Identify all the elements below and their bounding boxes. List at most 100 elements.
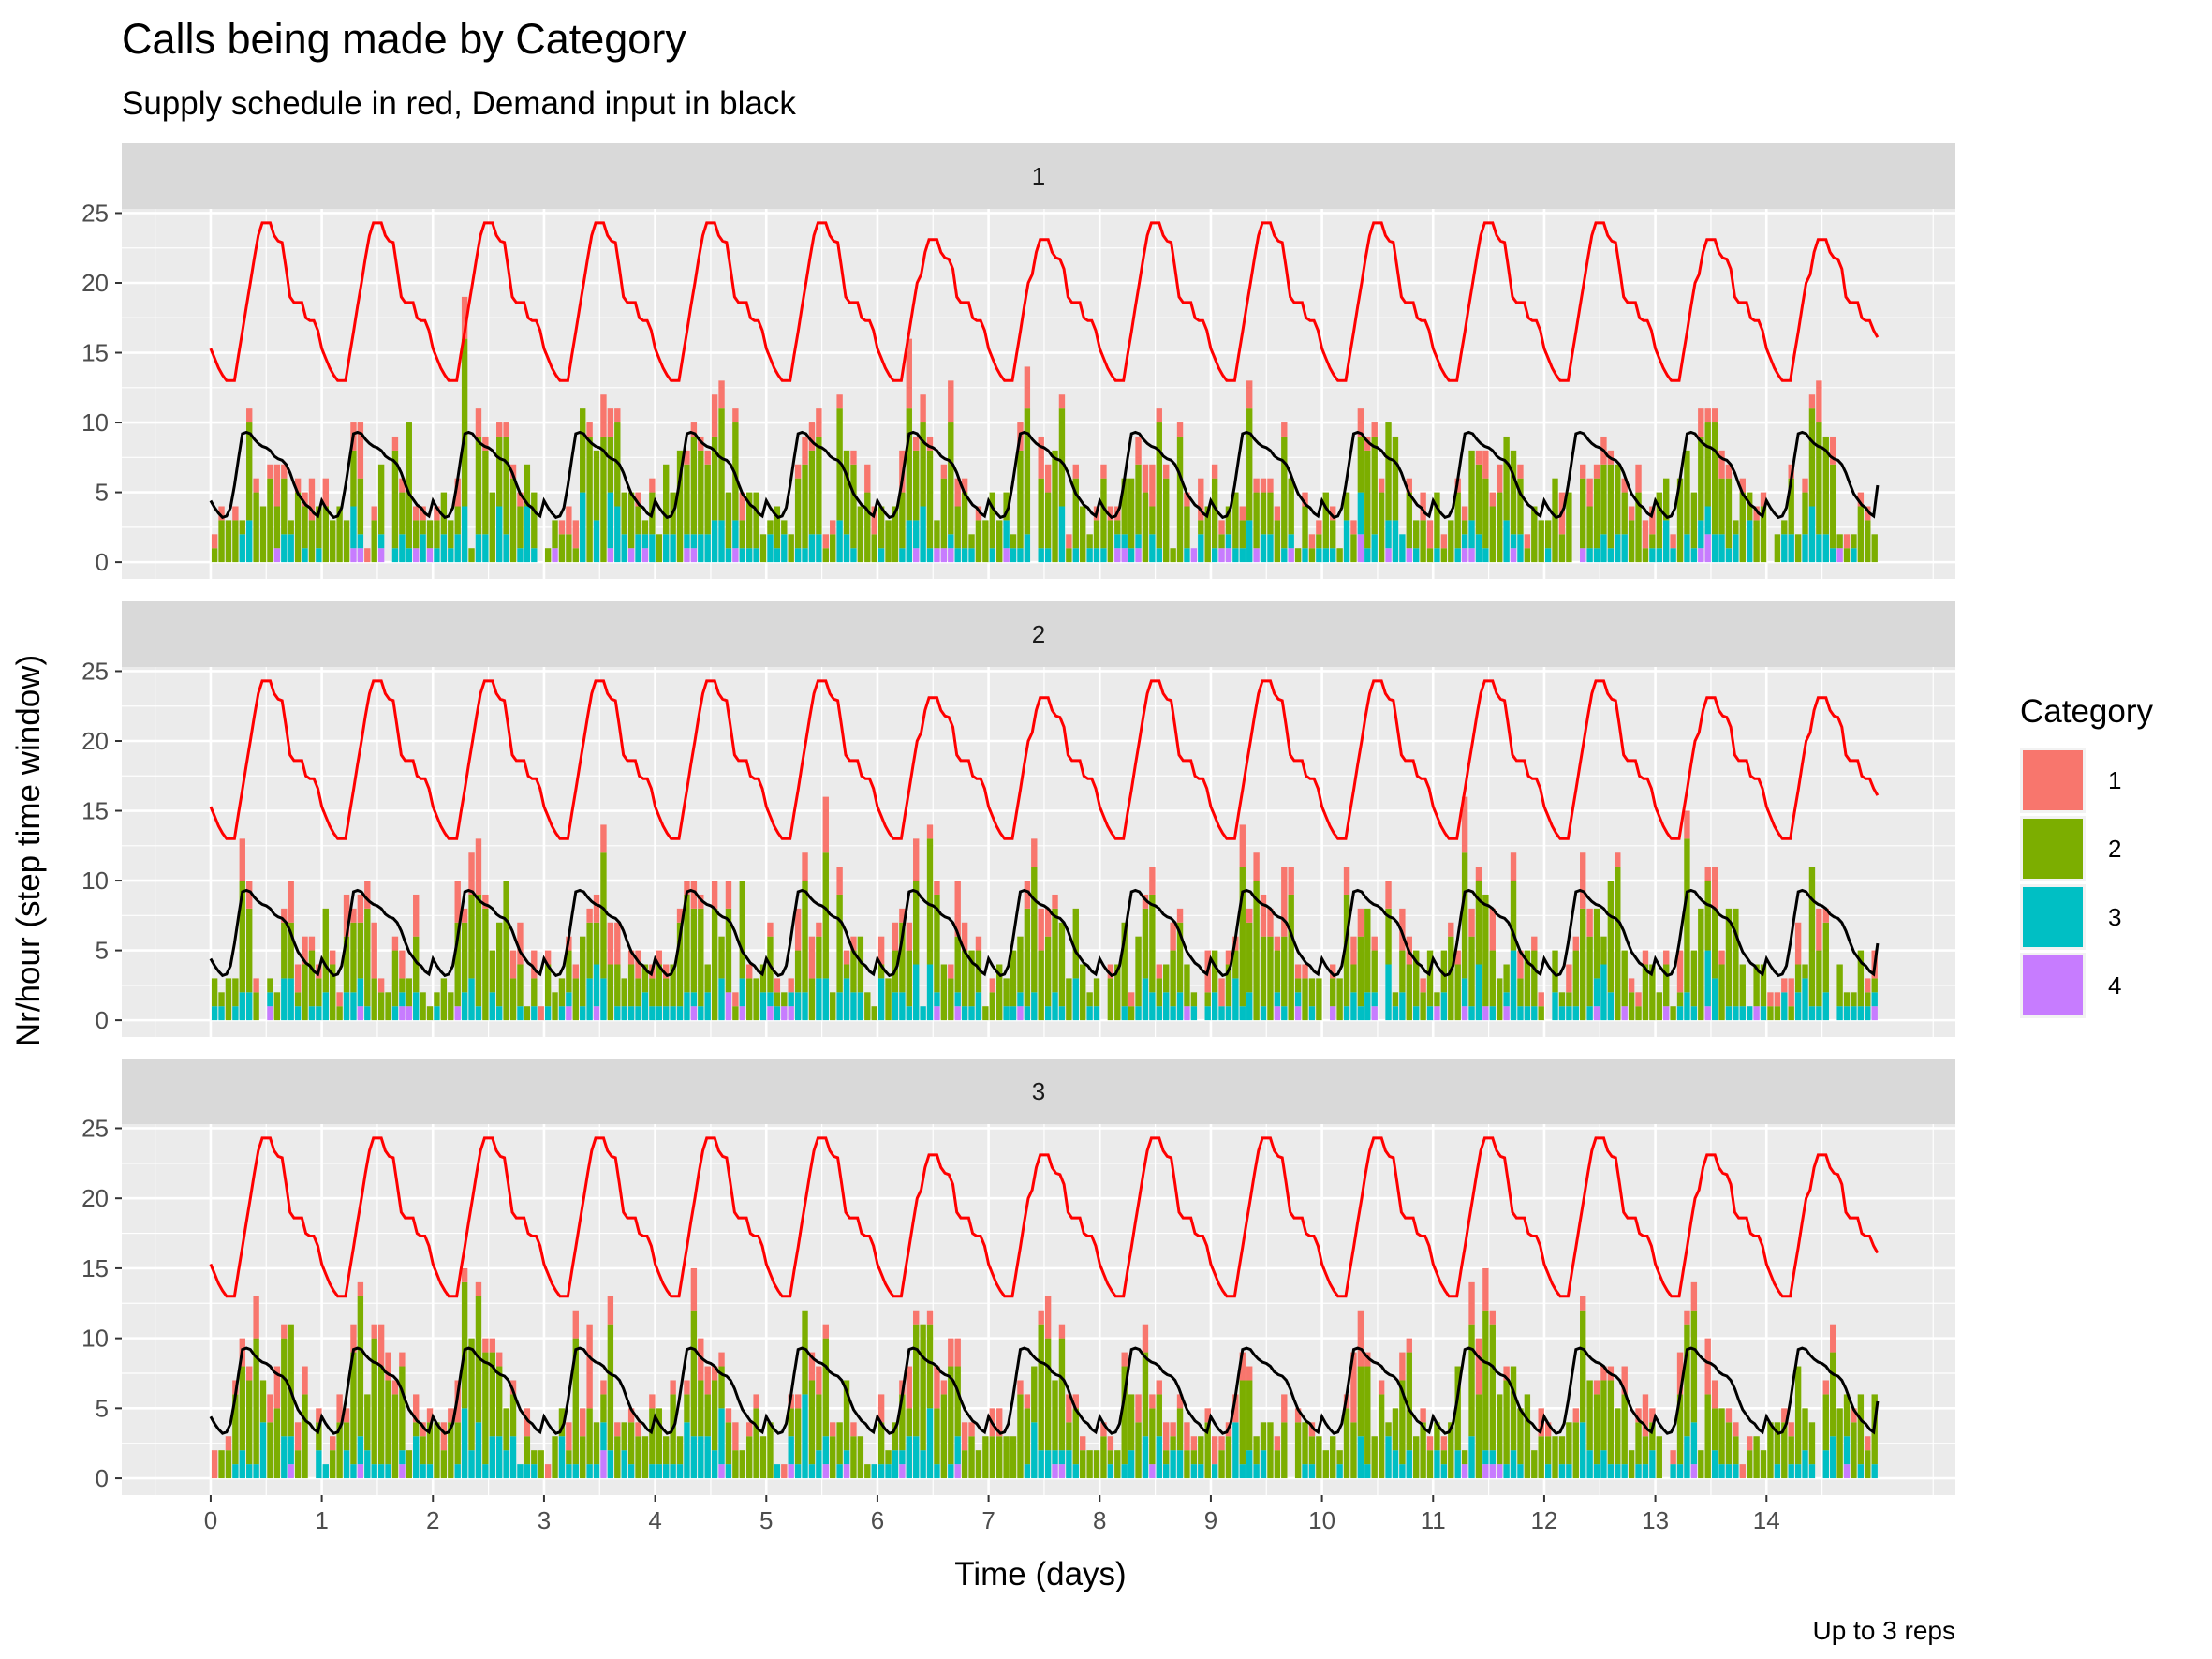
bar-segment-category-3 <box>1225 534 1232 549</box>
bar-segment-category-2 <box>531 492 538 549</box>
bar-segment-category-2 <box>934 520 940 549</box>
bar-segment-category-2 <box>364 908 371 1007</box>
bar-segment-category-2 <box>1232 492 1239 549</box>
bar-segment-category-3 <box>343 1450 350 1479</box>
bar-segment-category-3 <box>524 1464 531 1479</box>
bar-segment-category-2 <box>774 992 781 1007</box>
bar-segment-category-4 <box>1225 548 1232 563</box>
bar-segment-category-2 <box>1288 894 1294 1021</box>
bar-segment-category-3 <box>961 548 968 563</box>
bar-segment-category-1 <box>586 422 593 437</box>
bar-segment-category-4 <box>1621 1006 1628 1021</box>
bar-segment-category-2 <box>1649 534 1656 549</box>
bar-segment-category-2 <box>1851 534 1857 549</box>
bar-segment-category-3 <box>1434 548 1440 563</box>
bar-segment-category-2 <box>316 506 322 549</box>
bar-segment-category-2 <box>1517 478 1524 535</box>
demand-line <box>209 430 1880 520</box>
bar-segment-category-2 <box>1176 1408 1184 1451</box>
bar-segment-category-1 <box>253 978 259 993</box>
bar-segment-category-3 <box>1572 1006 1579 1021</box>
bar-segment-category-2 <box>357 1296 364 1437</box>
x-tick-label: 7 <box>981 1506 995 1534</box>
bar-segment-category-3 <box>1733 1006 1739 1021</box>
bar-segment-category-2 <box>531 978 538 1007</box>
bar-segment-category-3 <box>580 1006 586 1021</box>
bar-segment-category-2 <box>877 506 885 549</box>
bar-segment-category-2 <box>1052 908 1058 993</box>
bar-segment-category-3 <box>1024 1006 1031 1021</box>
bar-segment-category-4 <box>948 548 954 563</box>
bar-segment-category-2 <box>1114 1450 1121 1479</box>
bar-segment-category-3 <box>1364 992 1371 1021</box>
bar-segment-category-3 <box>580 492 586 563</box>
bar-segment-category-1 <box>607 1296 614 1325</box>
bar-segment-category-3 <box>1260 1450 1267 1479</box>
bar-segment-category-3 <box>496 506 503 563</box>
bar-segment-category-4 <box>377 548 385 563</box>
bar-segment-category-4 <box>1482 1464 1489 1479</box>
bar-segment-category-2 <box>454 506 461 535</box>
bar-segment-category-2 <box>1364 908 1371 993</box>
bar-segment-category-2 <box>1580 908 1586 1021</box>
bar-segment-category-1 <box>725 1408 732 1423</box>
bar-segment-category-3 <box>1656 548 1662 563</box>
bar-segment-category-3 <box>1232 1422 1239 1479</box>
bar-segment-category-2 <box>524 1006 531 1021</box>
bar-segment-category-3 <box>948 1464 954 1479</box>
bar-segment-category-3 <box>1747 1006 1753 1021</box>
bar-segment-category-2 <box>899 492 906 549</box>
bar-segment-category-2 <box>1615 1408 1621 1465</box>
bar-segment-category-2 <box>899 922 906 993</box>
y-tick-label: 15 <box>81 1254 109 1282</box>
bar-segment-category-1 <box>308 478 316 521</box>
bar-segment-category-3 <box>246 520 253 563</box>
bar-segment-category-1 <box>1190 1436 1198 1451</box>
bar-segment-category-1 <box>1038 908 1044 951</box>
bar-segment-category-3 <box>641 534 649 549</box>
bar-segment-category-2 <box>482 1352 489 1465</box>
bar-segment-category-1 <box>294 478 302 493</box>
bar-segment-category-1 <box>711 881 718 909</box>
bar-segment-category-1 <box>1517 950 1524 979</box>
bar-segment-category-3 <box>781 534 788 563</box>
bar-segment-category-1 <box>1503 1366 1510 1381</box>
bars <box>211 296 1878 563</box>
bar-segment-category-2 <box>1753 964 1760 1007</box>
bar-segment-category-3 <box>1330 548 1336 563</box>
bar-segment-category-2 <box>732 1450 739 1479</box>
bar-segment-category-3 <box>802 1394 808 1479</box>
bar-segment-category-2 <box>1656 492 1662 549</box>
bar-segment-category-1 <box>1100 1422 1107 1437</box>
bar-segment-category-2 <box>1794 534 1802 563</box>
bar-segment-category-2 <box>1343 1408 1350 1479</box>
bar-segment-category-3 <box>892 1450 899 1479</box>
bar-segment-category-2 <box>1246 922 1253 993</box>
bar-segment-category-3 <box>1010 548 1017 563</box>
bar-segment-category-3 <box>649 1464 656 1479</box>
bar-segment-category-2 <box>1246 408 1253 521</box>
bar-segment-category-2 <box>759 534 767 563</box>
bar-segment-category-2 <box>663 1436 670 1465</box>
bar-segment-category-1 <box>877 1394 885 1423</box>
bar-segment-category-3 <box>232 1006 239 1021</box>
bar-segment-category-1 <box>822 796 829 853</box>
bar-segment-category-3 <box>1517 1006 1524 1021</box>
bar-segment-category-2 <box>1003 1436 1010 1479</box>
bar-segment-category-2 <box>635 506 641 535</box>
bar-segment-category-1 <box>1426 520 1434 549</box>
bar-segment-category-2 <box>1503 1380 1510 1465</box>
bar-segment-category-1 <box>461 1267 468 1282</box>
bar-segment-category-3 <box>1733 1464 1739 1479</box>
bar-segment-category-2 <box>330 964 336 1021</box>
bar-segment-category-1 <box>1176 908 1184 923</box>
bar-segment-category-1 <box>1176 1394 1184 1409</box>
bar-segment-category-3 <box>774 548 781 563</box>
bar-segment-category-3 <box>877 1464 885 1479</box>
bar-segment-category-1 <box>954 881 961 937</box>
bar-segment-category-2 <box>1267 936 1274 1021</box>
bar-segment-category-1 <box>1378 478 1385 493</box>
bar-segment-category-1 <box>718 1352 725 1367</box>
bar-segment-category-2 <box>982 520 989 563</box>
